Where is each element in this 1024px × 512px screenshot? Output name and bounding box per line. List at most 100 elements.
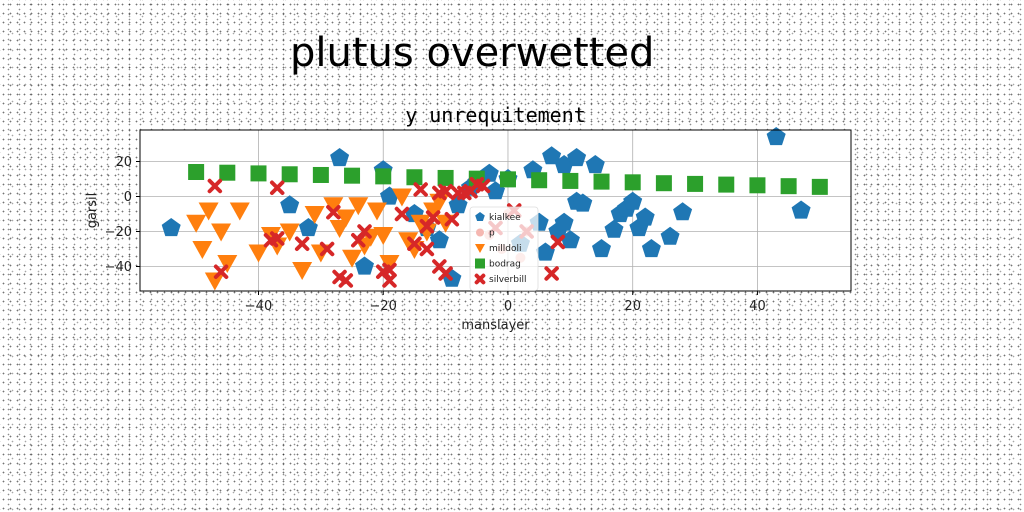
data-point-milldoli xyxy=(416,223,437,242)
y-axis-label: garsil xyxy=(85,193,100,229)
data-point-milldoli xyxy=(217,255,238,273)
y-tick-label: −40 xyxy=(105,260,132,275)
figure-suptitle: plutus overwetted xyxy=(290,30,655,76)
data-point-milldoli xyxy=(204,272,225,291)
legend-label-milldoli: milldoli xyxy=(489,244,522,254)
data-point-kialkee xyxy=(585,155,605,174)
data-point-kialkee xyxy=(766,127,786,146)
x-axis-label: manslayer xyxy=(461,318,530,333)
data-point-silverbill xyxy=(338,273,354,288)
data-point-bodrag xyxy=(188,164,205,180)
data-point-milldoli xyxy=(248,244,269,263)
data-point-silverbill xyxy=(413,182,428,197)
data-point-bodrag xyxy=(780,178,797,195)
data-point-silverbill xyxy=(319,241,335,257)
plot-frame xyxy=(139,129,852,292)
legend-marker-milldoli xyxy=(475,244,485,253)
data-point-bodrag xyxy=(749,177,766,194)
y-tick-label: 0 xyxy=(124,190,132,205)
legend-marker-p xyxy=(476,228,484,237)
data-point-silverbill xyxy=(544,266,559,281)
legend-marker-bodrag xyxy=(475,258,485,269)
data-point-bodrag xyxy=(624,174,641,191)
x-tick-label: 40 xyxy=(749,299,766,314)
data-point-milldoli xyxy=(198,202,219,221)
data-point-bodrag xyxy=(562,172,579,189)
data-point-milldoli xyxy=(323,197,344,216)
data-point-bodrag xyxy=(281,166,298,183)
data-point-kialkee xyxy=(355,256,374,275)
data-point-milldoli xyxy=(279,223,300,242)
data-point-bodrag xyxy=(531,172,548,189)
data-point-kialkee xyxy=(542,146,562,165)
data-point-silverbill xyxy=(444,212,460,227)
data-point-milldoli xyxy=(186,214,207,233)
data-point-milldoli xyxy=(404,241,425,259)
legend: kialkee p milldoli bodrag silverbill xyxy=(469,206,539,291)
series-bodrag xyxy=(188,164,828,195)
data-point-kialkee xyxy=(623,191,643,210)
data-point-bodrag xyxy=(375,168,392,185)
y-tick-label: −20 xyxy=(105,225,132,240)
data-point-bodrag xyxy=(811,178,828,195)
data-point-kialkee xyxy=(791,200,811,219)
data-point-kialkee xyxy=(298,218,318,237)
data-point-bodrag xyxy=(437,169,454,186)
data-point-milldoli xyxy=(348,197,369,216)
x-tick-label: −40 xyxy=(245,299,272,314)
legend-label-bodrag: bodrag xyxy=(489,260,521,270)
legend-box xyxy=(469,206,539,291)
data-point-silverbill xyxy=(407,236,422,251)
data-point-silverbill xyxy=(425,210,441,225)
data-point-milldoli xyxy=(304,206,325,224)
legend-marker-kialkee xyxy=(475,212,485,221)
data-point-silverbill xyxy=(475,178,491,194)
legend-label-kialkee: kialkee xyxy=(489,213,521,223)
axis-ticks: −40 −20 0 20 40 −40 −20 0 20 xyxy=(105,155,766,314)
data-point-milldoli xyxy=(229,202,250,221)
data-point-bodrag xyxy=(406,169,423,186)
data-point-milldoli xyxy=(367,202,387,221)
data-point-bodrag xyxy=(499,171,516,188)
data-point-kialkee xyxy=(280,195,300,214)
legend-marker-silverbill xyxy=(474,273,486,285)
data-point-silverbill xyxy=(419,241,435,257)
data-point-silverbill xyxy=(382,262,397,278)
data-point-kialkee xyxy=(573,193,593,212)
data-point-milldoli xyxy=(292,262,313,280)
data-point-kialkee xyxy=(635,207,655,226)
data-point-bodrag xyxy=(344,167,361,184)
data-point-silverbill xyxy=(294,236,310,251)
data-point-bodrag xyxy=(655,175,672,192)
data-point-kialkee xyxy=(660,226,680,245)
data-point-silverbill xyxy=(382,273,397,288)
data-point-milldoli xyxy=(192,241,213,259)
data-point-bodrag xyxy=(718,176,735,193)
chart-title: y unrequitement xyxy=(405,103,586,127)
x-tick-label: 20 xyxy=(624,299,641,314)
data-point-silverbill xyxy=(326,205,341,220)
data-point-milldoli xyxy=(342,249,363,268)
data-point-kialkee xyxy=(592,239,611,258)
data-point-silverbill xyxy=(207,178,223,194)
data-point-milldoli xyxy=(373,227,394,245)
data-point-silverbill xyxy=(269,180,285,195)
data-point-silverbill xyxy=(357,224,372,239)
data-point-kialkee xyxy=(330,148,350,167)
data-point-bodrag xyxy=(593,173,610,190)
data-point-milldoli xyxy=(211,223,232,242)
data-point-silverbill xyxy=(438,266,453,281)
data-point-silverbill xyxy=(438,184,453,199)
y-tick-label: 20 xyxy=(115,155,132,170)
data-point-silverbill xyxy=(550,234,566,250)
data-point-kialkee xyxy=(560,230,580,249)
data-point-kialkee xyxy=(567,148,587,167)
data-point-kialkee xyxy=(554,212,574,231)
legend-label-silverbill: silverbill xyxy=(489,275,526,285)
data-point-kialkee xyxy=(161,218,181,237)
x-tick-label: −20 xyxy=(370,299,397,314)
data-point-bodrag xyxy=(687,175,704,192)
x-tick-label: 0 xyxy=(504,299,512,314)
data-point-bodrag xyxy=(219,164,236,181)
